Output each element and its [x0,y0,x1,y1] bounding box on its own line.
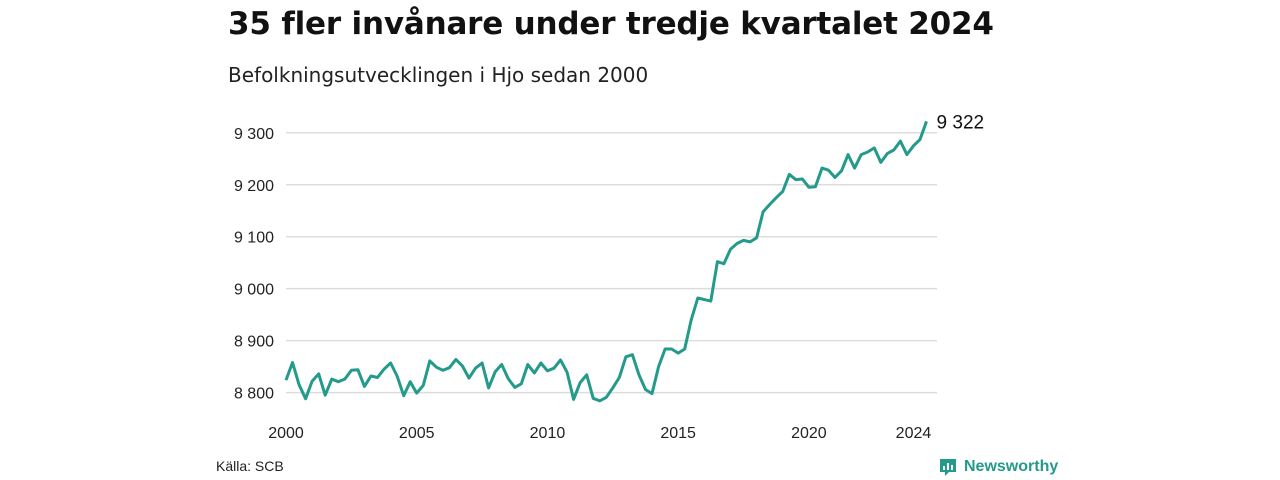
y-tick-label: 8 900 [234,334,274,351]
end-value-label: 9 322 [937,112,985,133]
population-line [284,120,928,403]
y-tick-label: 9 300 [234,126,274,143]
y-tick-label: 9 100 [234,230,274,247]
source-note: Källa: SCB [216,458,284,474]
x-tick-label: 2010 [530,425,566,442]
x-axis-ticks: 2000 2005 2010 2015 2020 2024 [268,425,931,442]
y-tick-label: 9 000 [234,282,274,299]
chart-title: 35 fler invånare under tredje kvartalet … [228,6,994,42]
gridlines [286,132,937,394]
x-tick-label: 2020 [791,425,827,442]
y-tick-label: 9 200 [234,178,274,195]
x-tick-label: 2000 [268,425,304,442]
y-tick-label: 8 800 [234,386,274,403]
brand: Newsworthy [938,457,1058,477]
y-axis-ticks: 8 800 8 900 9 000 9 100 9 200 9 300 [234,126,274,403]
x-tick-label: 2024 [896,425,932,442]
chart-subtitle: Befolkningsutvecklingen i Hjo sedan 2000 [228,63,649,87]
x-tick-label: 2015 [660,425,696,442]
brand-name: Newsworthy [964,458,1059,475]
newsworthy-logo-icon [940,459,956,476]
x-tick-label: 2005 [399,425,435,442]
